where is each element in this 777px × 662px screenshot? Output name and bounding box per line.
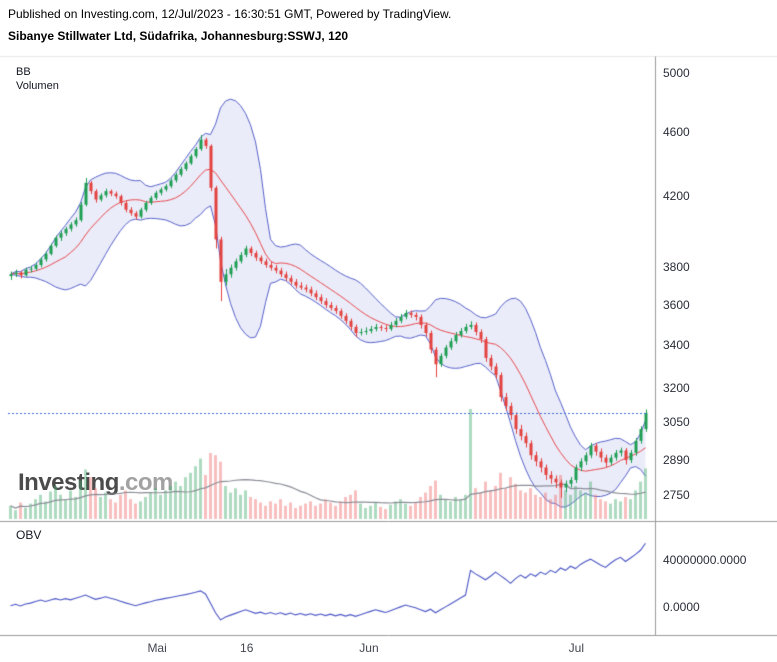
time-tick-label: Jul	[568, 641, 584, 655]
chart-header: Published on Investing.com, 12/Jul/2023 …	[8, 7, 451, 44]
price-tick-label: 3400	[663, 338, 690, 353]
obv-tick-label: 0.0000	[663, 599, 700, 614]
price-tick-label: 3200	[663, 381, 690, 396]
price-tick-label: 3600	[663, 298, 690, 312]
time-tick-label: Jun	[359, 641, 379, 655]
price-tick-label: 4200	[663, 189, 690, 204]
price-tick-label: 2750	[663, 488, 690, 503]
time-axis[interactable]: Mai 16 Jun Jul	[0, 639, 777, 661]
time-tick-label: 16	[240, 641, 254, 655]
price-axis[interactable]: 5000 4600 4200 3800 3600 3400 3200 3050 2890 2750…	[663, 0, 773, 662]
obv-tick-label: 40000000.0000	[663, 552, 747, 567]
price-tick-label: 2890	[663, 453, 690, 468]
instrument-title: Sibanye Stillwater Ltd, Südafrika, Johan…	[8, 29, 349, 43]
indicator-label-obv[interactable]: OBV	[16, 528, 42, 542]
price-tick-label: 3050	[663, 415, 690, 430]
indicator-label-volume[interactable]: Volumen	[16, 80, 59, 92]
time-tick-label: Mai	[147, 641, 167, 655]
price-tick-label: 5000	[663, 66, 690, 81]
indicator-label-bb[interactable]: BB	[16, 66, 31, 78]
published-line: Published on Investing.com, 12/Jul/2023 …	[8, 7, 452, 21]
price-tick-label: 4600	[663, 124, 690, 139]
price-tick-label: 3800	[663, 259, 690, 274]
